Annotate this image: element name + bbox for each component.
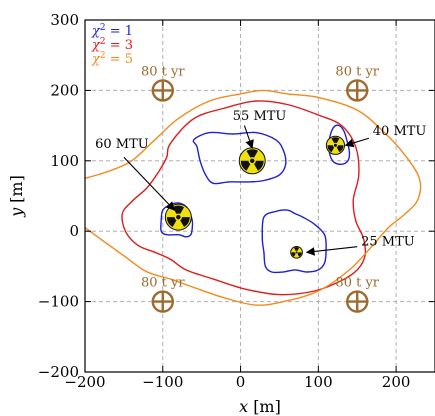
- trefoil-center: [176, 214, 181, 220]
- trefoil-blade: [327, 145, 335, 153]
- annotation-arrow: [344, 137, 370, 148]
- trefoil-blade: [291, 252, 296, 257]
- source-label: 60 MTU: [95, 137, 149, 152]
- well-marker: 80 t yr: [141, 276, 185, 313]
- radiation-source: 25 MTU: [290, 234, 415, 259]
- y-axis-var: y: [7, 207, 26, 218]
- x-axis-unit: [m]: [253, 397, 281, 416]
- source-label: 55 MTU: [233, 109, 287, 124]
- trefoil-center: [250, 158, 255, 164]
- contour-line: [328, 124, 351, 166]
- legend-entry: χ2 = 5: [91, 51, 133, 67]
- trefoil-blade: [180, 217, 190, 228]
- contour-line: [192, 131, 287, 185]
- well-marker: 80 t yr: [335, 276, 380, 313]
- y-tick-label: 0: [69, 222, 79, 240]
- well-label: 80 t yr: [335, 64, 379, 79]
- x-tick-label: 0: [236, 373, 246, 391]
- trefoil-center: [333, 143, 337, 147]
- trefoil-blade: [297, 252, 302, 257]
- source-label: 25 MTU: [361, 234, 415, 249]
- source-markers: 55 MTU 60 MTU 40 MTU 25 MTU: [95, 109, 427, 259]
- contour-line: [261, 209, 327, 274]
- plot-frame: [84, 19, 435, 373]
- well-label: 80 t yr: [141, 64, 185, 79]
- well-label: 80 t yr: [141, 276, 185, 291]
- x-axis-var: x: [239, 397, 248, 416]
- axis-ticks: −200 −100 0 100 200 −200 −100 0 100 200 300: [38, 11, 435, 391]
- y-tick-label: 300: [50, 11, 79, 29]
- x-tick-label: −200: [64, 373, 105, 391]
- annotation-arrow: [243, 125, 254, 149]
- x-tick-label: 200: [382, 373, 411, 391]
- trefoil-blade: [336, 145, 344, 153]
- x-axis-label: x [m]: [239, 397, 281, 416]
- trefoil-blade: [293, 247, 300, 251]
- trefoil-center: [295, 251, 298, 254]
- x-tick-label: −100: [142, 373, 183, 391]
- legend-entry: χ2 = 3: [91, 37, 133, 53]
- radiation-source: 40 MTU: [325, 124, 427, 155]
- y-tick-label: 200: [50, 81, 79, 99]
- y-axis-unit: [m]: [7, 175, 26, 203]
- trefoil-blade: [166, 217, 177, 228]
- trefoil-blade: [254, 160, 264, 171]
- annotation-arrow: [305, 246, 358, 256]
- y-axis-label: y [m]: [7, 175, 26, 218]
- legend: χ2 = 1χ2 = 3χ2 = 5: [91, 23, 133, 67]
- x-tick-label: 100: [304, 373, 333, 391]
- trefoil-blade: [172, 205, 185, 214]
- trefoil-blade: [246, 149, 258, 158]
- source-label: 40 MTU: [373, 124, 427, 139]
- contour-line: [160, 202, 194, 238]
- contour-lines: [85, 89, 422, 306]
- well-label: 80 t yr: [335, 276, 379, 291]
- trefoil-blade: [331, 137, 340, 144]
- radiation-source: 55 MTU: [233, 109, 287, 175]
- legend-entry: χ2 = 1: [91, 23, 133, 39]
- y-tick-label: −100: [38, 293, 79, 311]
- well-marker: 80 t yr: [141, 64, 185, 102]
- y-tick-label: −200: [38, 363, 79, 381]
- well-markers: 80 t yr 80 t yr 80 t yr 80 t yr: [141, 64, 380, 313]
- contour-line: [85, 89, 422, 306]
- y-tick-label: 100: [50, 152, 79, 170]
- well-marker: 80 t yr: [335, 64, 380, 102]
- annotation-arrow: [123, 156, 176, 211]
- trefoil-blade: [240, 160, 251, 171]
- radiation-source: 60 MTU: [95, 137, 192, 231]
- contour-line: [121, 100, 367, 296]
